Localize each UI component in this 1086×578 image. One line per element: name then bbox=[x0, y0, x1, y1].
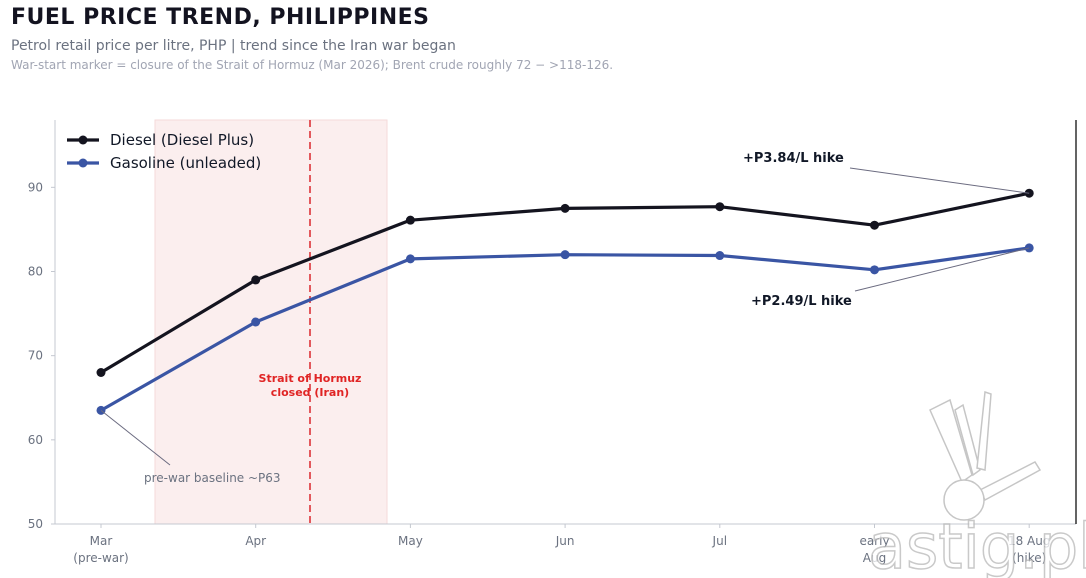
data-point bbox=[96, 368, 106, 377]
data-point bbox=[251, 275, 261, 285]
baseline-annotation: pre-war baseline ~P63 bbox=[144, 471, 281, 485]
chart-title: FUEL PRICE TREND, PHILIPPINES bbox=[11, 5, 430, 30]
logo-stroke bbox=[978, 461, 1042, 502]
y-tick-label: 50 bbox=[28, 517, 43, 531]
watermark: astig.ph bbox=[867, 390, 1086, 578]
war-period-layer bbox=[154, 119, 388, 525]
diesel-hike-annotation: +P3.84/L hike bbox=[743, 151, 844, 166]
x-tick-label: Jun bbox=[555, 534, 575, 548]
data-point bbox=[560, 250, 570, 260]
diesel-hike-leader bbox=[849, 167, 1030, 194]
data-point bbox=[715, 251, 725, 261]
x-tick-label: Jul bbox=[712, 534, 727, 548]
x-tick-label: early bbox=[859, 534, 889, 548]
x-tick-label: Mar bbox=[90, 534, 113, 548]
data-point bbox=[870, 265, 879, 275]
logo-stroke bbox=[929, 398, 973, 484]
x-tick-label: (hike) bbox=[1012, 551, 1046, 565]
watermark-text: astig.ph bbox=[868, 510, 1086, 578]
astig-logo-icon bbox=[929, 390, 1042, 521]
logo-stroke bbox=[954, 403, 981, 477]
legend-swatch-marker bbox=[78, 158, 88, 168]
axes-layer: 50 60 70 80 90 Mar (pre-war) Apr May Jun Jul early A… bbox=[28, 120, 1077, 565]
gasoline-hike-annotation: +P2.49/L hike bbox=[751, 294, 852, 309]
legend-entry-label: Gasoline (unleaded) bbox=[110, 154, 261, 172]
y-tick-label: 80 bbox=[28, 265, 43, 279]
data-point bbox=[870, 220, 879, 230]
logo-circle bbox=[943, 479, 985, 521]
data-point bbox=[405, 254, 415, 264]
data-point bbox=[560, 203, 570, 213]
logo-stroke bbox=[976, 390, 992, 471]
data-point bbox=[405, 215, 415, 225]
legend: Diesel (Diesel Plus) Gasoline (unleaded) bbox=[67, 131, 261, 172]
x-tick-label: May bbox=[398, 534, 423, 548]
x-tick-label: Apr bbox=[245, 534, 266, 548]
gasoline-hike-leader bbox=[854, 247, 1030, 292]
series-layer bbox=[96, 188, 1034, 415]
y-tick-label: 70 bbox=[28, 349, 43, 363]
data-point bbox=[251, 317, 261, 327]
chart-note: War-start marker = closure of the Strait… bbox=[11, 58, 614, 72]
x-tick-label: Aug bbox=[863, 551, 886, 565]
y-tick-label: 90 bbox=[28, 180, 43, 194]
war-period-shade bbox=[154, 119, 388, 525]
chart-subtitle: Petrol retail price per litre, PHP | tre… bbox=[11, 38, 456, 54]
data-point bbox=[715, 202, 725, 212]
legend-swatch-marker bbox=[78, 135, 88, 145]
y-tick-label: 60 bbox=[28, 433, 43, 447]
x-tick-label: (pre-war) bbox=[73, 551, 128, 565]
baseline-leader bbox=[100, 409, 171, 466]
legend-entry-label: Diesel (Diesel Plus) bbox=[110, 131, 254, 149]
x-tick-label: 18 Aug bbox=[1008, 534, 1051, 548]
hormuz-annotation-line-1: Strait of Hormuz bbox=[259, 372, 362, 385]
hormuz-annotation-line-2: closed (Iran) bbox=[271, 386, 349, 399]
